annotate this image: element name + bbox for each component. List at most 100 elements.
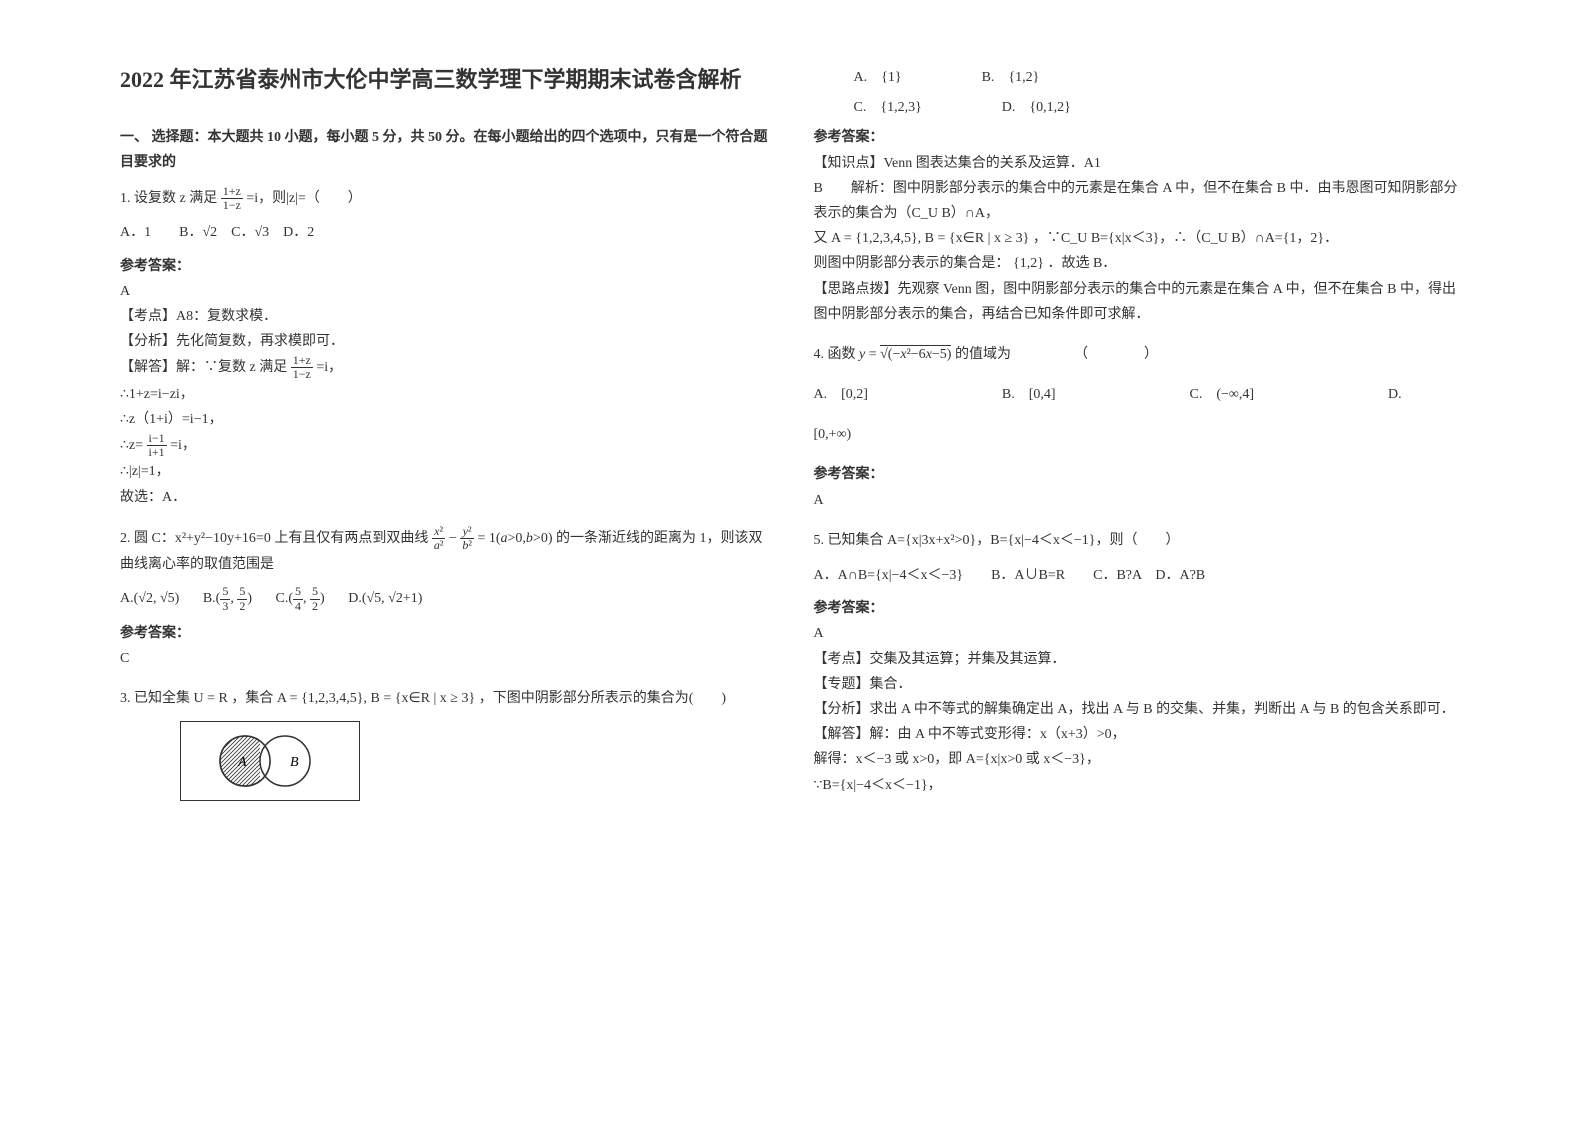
q1-p6-suffix: =i， [170, 438, 196, 453]
q1-fraction: 1+z 1−z [221, 185, 243, 212]
q5-p3: 【分析】求出 A 中不等式的解集确定出 A，找出 A 与 B 的交集、并集，判断… [814, 697, 1468, 722]
q5-p4: 【解答】解：由 A 中不等式变形得：x（x+3）>0， [814, 722, 1468, 747]
q1-p6: ∴z= i−1 i+1 =i， [120, 432, 774, 459]
q3-p4-prefix: 则图中阴影部分表示的集合是： [814, 256, 1010, 271]
q2-answer-label: 参考答案： [120, 621, 774, 646]
q3-mid: ，集合 [231, 691, 273, 706]
venn-label-b: B [290, 755, 299, 770]
q1-answer: A [120, 279, 774, 304]
q3-p3-prefix: 又 [814, 231, 828, 246]
q3-answer-label: 参考答案： [814, 125, 1468, 150]
q4-opt-a: A. [0,2] [814, 382, 868, 407]
q3-p2: B 解析：图中阴影部分表示的集合中的元素是在集合 A 中，但不在集合 B 中．由… [814, 176, 1468, 226]
q5-p2: 【专题】集合． [814, 672, 1468, 697]
q4-opt-c-val: (−∞,4] [1216, 387, 1254, 402]
q1-p6-den: i+1 [147, 446, 167, 459]
venn-svg: A B [190, 726, 350, 796]
question-5: 5. 已知集合 A={x|3x+x²>0}，B={x|−4＜x＜−1}，则（ ）… [814, 528, 1468, 798]
question-4: 4. 函数 y = √(−x²−6x−5) 的值域为 （ ） A. [0,2] … [814, 342, 1468, 513]
q1-p7: ∴|z|=1， [120, 459, 774, 484]
question-3: 3. 已知全集 U = R ，集合 A = {1,2,3,4,5}, B = {… [120, 686, 774, 801]
q5-stem: 5. 已知集合 A={x|3x+x²>0}，B={x|−4＜x＜−1}，则（ ） [814, 528, 1468, 553]
q3-opt-b-label: B. [982, 70, 995, 85]
q4-answer-label: 参考答案： [814, 462, 1468, 487]
q1-p3-prefix: 【解答】解：∵复数 z 满足 [120, 360, 287, 375]
q2-answer: C [120, 646, 774, 671]
q4-opt-b: B. [0,4] [1002, 382, 1056, 407]
q4-func: y = √(−x²−6x−5) [859, 345, 951, 362]
q4-opt-b-label: B. [1002, 387, 1015, 402]
q4-opt-c: C. (−∞,4] [1190, 382, 1255, 407]
q3-p3-sets: A = {1,2,3,4,5}, B = {x∈R | x ≥ 3} [831, 231, 1029, 246]
venn-label-a: A [237, 755, 247, 770]
q4-answer: A [814, 488, 1468, 513]
q3-opt-d-val: {0,1,2} [1029, 100, 1070, 115]
q1-p1: 【考点】A8：复数求模． [120, 304, 774, 329]
q3-p4-set: {1,2} [1013, 256, 1044, 271]
q3-opt-a-label: A. [854, 70, 868, 85]
q4-opt-b-val: [0,4] [1029, 387, 1056, 402]
page-title: 2022 年江苏省泰州市大伦中学高三数学理下学期期末试卷含解析 [120, 60, 774, 100]
q1-answer-label: 参考答案： [120, 254, 774, 279]
q1-p8: 故选：A． [120, 485, 774, 510]
q3-opt-c: C. {1,2,3} [854, 95, 922, 120]
q5-answer-label: 参考答案： [814, 596, 1468, 621]
q1-p5: ∴z（1+i）=i−1， [120, 407, 774, 432]
venn-diagram: A B [180, 721, 360, 801]
q3-p4-suffix: ．故选 B． [1047, 256, 1116, 271]
q4-stem-prefix: 4. 函数 [814, 347, 856, 362]
q2-stem-prefix: 2. 圆 C：x²+y²−10y+16=0 上有且仅有两点到双曲线 [120, 531, 428, 546]
q3-stem-suffix: ，下图中阴影部分所表示的集合为( ) [479, 691, 726, 706]
q4-opt-d-label: D. [1388, 382, 1402, 407]
q4-options: A. [0,2] B. [0,4] C. (−∞,4] D. [814, 382, 1402, 407]
q3-set1: U = R [194, 691, 228, 706]
q3-set2: A = {1,2,3,4,5}, B = {x∈R | x ≥ 3} [277, 691, 475, 706]
q3-opt-b: B. {1,2} [982, 65, 1040, 90]
question-2: 2. 圆 C：x²+y²−10y+16=0 上有且仅有两点到双曲线 x²a² −… [120, 525, 774, 671]
q5-p1: 【考点】交集及其运算；并集及其运算． [814, 647, 1468, 672]
q1-stem-prefix: 1. 设复数 z 满足 [120, 191, 217, 206]
q1-frac-den: 1−z [221, 199, 243, 212]
q3-opt-b-val: {1,2} [1008, 70, 1039, 85]
q3-p5: 【思路点拨】先观察 Venn 图，图中阴影部分表示的集合中的元素是在集合 A 中… [814, 277, 1468, 327]
q1-frac-num: 1+z [221, 185, 243, 199]
q1-p6-num: i−1 [147, 432, 167, 446]
q1-stem-suffix: =i，则|z|=（ ） [246, 191, 362, 206]
q1-p3-fraction: 1+z 1−z [291, 354, 313, 381]
q1-p4: ∴1+z=i−zi， [120, 382, 774, 407]
q1-p3: 【解答】解：∵复数 z 满足 1+z 1−z =i， [120, 354, 774, 381]
q3-opt-a-val: {1} [881, 70, 901, 85]
question-1: 1. 设复数 z 满足 1+z 1−z =i，则|z|=（ ） A．1 B．√2… [120, 185, 774, 510]
q3-p1: 【知识点】Venn 图表达集合的关系及运算．A1 [814, 151, 1468, 176]
q3-p3-mid: ，∵C_U B={x|x＜3}，∴（C_U B）∩A={1，2}． [1033, 231, 1338, 246]
section-1-title: 一、 选择题：本大题共 10 小题，每小题 5 分，共 50 分。在每小题给出的… [120, 125, 774, 175]
q4-opt-a-label: A. [814, 387, 828, 402]
q1-p2: 【分析】先化简复数，再求模即可． [120, 329, 774, 354]
q3-p4: 则图中阴影部分表示的集合是： {1,2} ．故选 B． [814, 251, 1468, 276]
q3-opt-d-label: D. [1002, 100, 1016, 115]
q4-opt-d-val: [0,+∞) [814, 422, 1468, 447]
q5-answer: A [814, 621, 1468, 646]
q3-opt-d: D. {0,1,2} [1002, 95, 1071, 120]
q3-stem-prefix: 3. 已知全集 [120, 691, 190, 706]
q2-options-row: A.(√2, √5) B.(53, 52) C.(54, 52) D.(√5, … [120, 585, 774, 612]
q1-options: A．1 B．√2 C．√3 D．2 [120, 220, 774, 245]
q4-opt-a-val: [0,2] [841, 387, 868, 402]
q3-p3: 又 A = {1,2,3,4,5}, B = {x∈R | x ≥ 3} ，∵C… [814, 226, 1468, 251]
q1-p6-prefix: ∴z= [120, 438, 143, 453]
q3-options-row2: C. {1,2,3} D. {0,1,2} [854, 95, 1468, 120]
q5-p6: ∵B={x|−4＜x＜−1}， [814, 773, 1468, 798]
q3-opt-c-label: C. [854, 100, 867, 115]
q1-p3-suffix: =i， [316, 360, 342, 375]
q5-options: A．A∩B={x|−4＜x＜−3} B．A∪B=R C．B?A D．A?B [814, 563, 1468, 588]
q4-opt-c-label: C. [1190, 387, 1203, 402]
q5-p5: 解得：x＜−3 或 x>0，即 A={x|x>0 或 x＜−3}， [814, 747, 1468, 772]
q1-p3-num: 1+z [291, 354, 313, 368]
q4-stem-suffix: 的值域为 （ ） [955, 347, 1158, 362]
q3-options-row1: A. {1} B. {1,2} [854, 65, 1468, 90]
q1-p6-fraction: i−1 i+1 [147, 432, 167, 459]
q3-opt-c-val: {1,2,3} [880, 100, 921, 115]
q3-opt-a: A. {1} [854, 65, 902, 90]
q2-equation: x²a² − y²b² = 1(a>0,b>0) [432, 525, 553, 552]
q1-p3-den: 1−z [291, 368, 313, 381]
